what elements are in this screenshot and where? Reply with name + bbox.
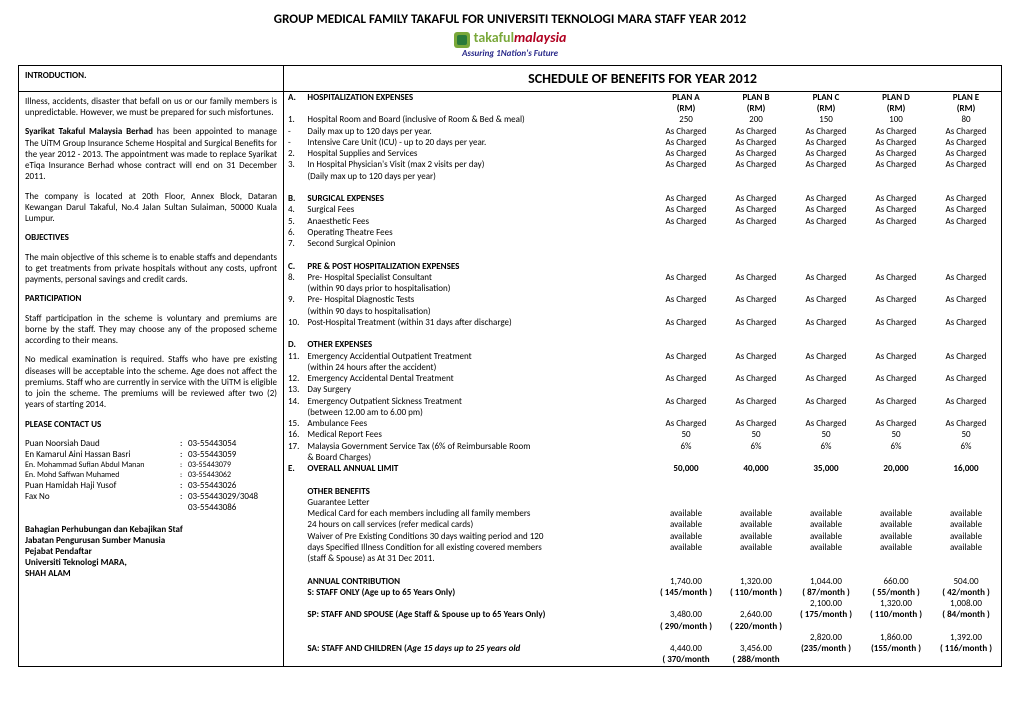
table-row: (between 12.00 am to 6.00 pm) [284, 407, 1001, 418]
plan-c-unit: (RM) [791, 103, 861, 114]
table-row: 5.Anaesthetic FeesAs ChargedAs ChargedAs… [284, 216, 1001, 227]
table-row: 16.Medical Report Fees5050505050 [284, 429, 1001, 440]
table-row: 13.Day Surgery [284, 384, 1001, 395]
benefits-table: A. HOSPITALIZATION EXPENSES PLAN A PLAN … [284, 92, 1001, 666]
page-title: GROUP MEDICAL FAMILY TAKAFUL FOR UNIVERS… [18, 12, 1002, 27]
table-row: ANNUAL CONTRIBUTION1,740.001,320.001,044… [284, 576, 1001, 587]
participation-body-1: Staff participation in the scheme is vol… [25, 313, 277, 347]
section-a-title: HOSPITALIZATION EXPENSES [303, 92, 651, 103]
table-row: 3.In Hospital Physician's Visit (max 2 v… [284, 159, 1001, 170]
logo-icon [454, 32, 470, 48]
table-row: -Daily max up to 120 days per year.As Ch… [284, 126, 1001, 137]
table-row: & Board Charges) [284, 452, 1001, 463]
dept-line-4: Universiti Teknologi MARA, [25, 557, 277, 568]
plan-c-head: PLAN C [791, 92, 861, 103]
section-b-title: SURGICAL EXPENSES [303, 193, 651, 204]
dept-line-1: Bahagian Perhubungan dan Kebajikan Staf [25, 524, 277, 535]
table-row: -Intensive Care Unit (ICU) - up to 20 da… [284, 137, 1001, 148]
contact-heading: PLEASE CONTACT US [25, 419, 277, 430]
table-row: 11.Emergency Accidential Outpatient Trea… [284, 351, 1001, 362]
table-row: 7.Second Surgical Opinion [284, 238, 1001, 249]
benefits-cell: A. HOSPITALIZATION EXPENSES PLAN A PLAN … [284, 91, 1002, 666]
intro-para-2: Syarikat Takaful Malaysia Berhad has bee… [25, 126, 277, 182]
plan-d-unit: (RM) [861, 103, 931, 114]
logo-tagline: Assuring 1Nation's Future [462, 48, 558, 59]
section-b-letter: B. [284, 193, 303, 204]
table-row: 10.Post-Hospital Treatment (within 31 da… [284, 317, 1001, 328]
objectives-body: The main objective of this scheme is to … [25, 252, 277, 286]
dept-line-3: Pejabat Pendaftar [25, 546, 277, 557]
plan-b-head: PLAN B [721, 92, 791, 103]
table-row: (Daily max up to 120 days per year) [284, 171, 1001, 182]
intro-para-1: Illness, accidents, disaster that befall… [25, 96, 277, 119]
logo-block: takafulmalaysia Assuring 1Nation's Futur… [18, 29, 1002, 59]
table-row: days Specified Illness Condition for all… [284, 542, 1001, 553]
contact-list: Puan Noorsiah Daud:03-55443054 En Kamaru… [25, 438, 277, 513]
table-row: ( 290/month )( 220/month ) [284, 621, 1001, 632]
participation-body-2: No medical examination is required. Staf… [25, 354, 277, 410]
section-d-title: OTHER EXPENSES [303, 339, 651, 350]
plan-b-unit: (RM) [721, 103, 791, 114]
plan-a-unit: (RM) [651, 103, 721, 114]
table-row: 15.Ambulance FeesAs ChargedAs ChargedAs … [284, 418, 1001, 429]
table-row: 4.Surgical FeesAs ChargedAs ChargedAs Ch… [284, 204, 1001, 215]
objectives-heading: OBJECTIVES [25, 232, 277, 243]
logo-word-takaful: takaful [474, 29, 514, 46]
plan-d-head: PLAN D [861, 92, 931, 103]
table-row: 8.Pre- Hospital Specialist ConsultantAs … [284, 272, 1001, 283]
table-row: 1.Hospital Room and Board (inclusive of … [284, 114, 1001, 125]
participation-heading: PARTICIPATION [25, 293, 277, 304]
other-benefits-heading: OTHER BENEFITS [303, 486, 651, 497]
table-row: E.OVERALL ANNUAL LIMIT50,00040,00035,000… [284, 463, 1001, 474]
table-row: (staff & Spouse) as At 31 Dec 2011. [284, 553, 1001, 564]
table-row: (within 24 hours after the accident) [284, 362, 1001, 373]
table-row: 2.Hospital Supplies and ServicesAs Charg… [284, 148, 1001, 159]
left-column: Illness, accidents, disaster that befall… [19, 91, 284, 666]
table-row: SP: STAFF AND SPOUSE (Age Staff & Spouse… [284, 609, 1001, 620]
table-row: 6.Operating Theatre Fees [284, 227, 1001, 238]
table-row: Waiver of Pre Existing Conditions 30 day… [284, 531, 1001, 542]
section-c-letter: C. [284, 261, 303, 272]
table-row: ( 370/month( 288/month [284, 654, 1001, 665]
table-row: S: STAFF ONLY (Age up to 65 Years Only)(… [284, 587, 1001, 598]
table-row: 9.Pre- Hospital Diagnostic TestsAs Charg… [284, 294, 1001, 305]
dept-line-5: SHAH ALAM [25, 568, 277, 579]
logo-word-malaysia: malaysia [514, 29, 566, 46]
plan-a-head: PLAN A [651, 92, 721, 103]
plan-e-unit: (RM) [931, 103, 1001, 114]
table-row: 12.Emergency Accidental Dental Treatment… [284, 373, 1001, 384]
guarantee-letter: Guarantee Letter [303, 497, 651, 508]
section-d-letter: D. [284, 339, 303, 350]
section-c-title: PRE & POST HOSPITALIZATION EXPENSES [303, 261, 651, 272]
plan-e-head: PLAN E [931, 92, 1001, 103]
table-row: 14.Emergency Outpatient Sickness Treatme… [284, 396, 1001, 407]
table-row: (within 90 days prior to hospitalisation… [284, 283, 1001, 294]
dept-line-2: Jabatan Pengurusan Sumber Manusia [25, 535, 277, 546]
schedule-title: SCHEDULE OF BENEFITS FOR YEAR 2012 [290, 70, 995, 87]
section-a-letter: A. [284, 92, 303, 103]
main-table: INTRODUCTION. SCHEDULE OF BENEFITS FOR Y… [18, 65, 1002, 667]
intro-para-3: The company is located at 20th Floor, An… [25, 191, 277, 225]
table-row: Medical Card for each members including … [284, 508, 1001, 519]
table-row: SA: STAFF AND CHILDREN (Age 15 days up t… [284, 643, 1001, 654]
table-row: 24 hours on call services (refer medical… [284, 519, 1001, 530]
table-row: (within 90 days to hospitalisation) [284, 306, 1001, 317]
introduction-heading: INTRODUCTION. [25, 70, 86, 81]
table-row: 17.Malaysia Government Service Tax (6% o… [284, 441, 1001, 452]
